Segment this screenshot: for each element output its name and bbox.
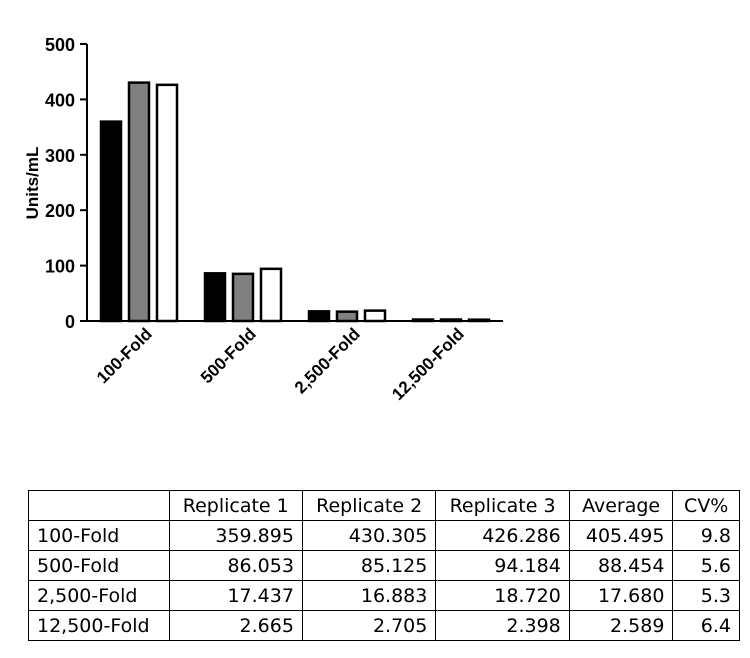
table-header-cell: Replicate 1 xyxy=(168,490,303,521)
table-cell: 5.3 xyxy=(672,580,740,611)
table-header-cell: Replicate 3 xyxy=(435,490,570,521)
y-tick-label: 100 xyxy=(45,257,75,277)
table-cell: 17.680 xyxy=(568,580,674,611)
table-row-label: 100-Fold xyxy=(28,520,170,551)
table-cell: 86.053 xyxy=(168,550,303,581)
x-tick-label: 500-Fold xyxy=(197,324,260,387)
table-header-cell: CV% xyxy=(672,490,740,521)
bar xyxy=(127,81,151,323)
y-tick-label: 300 xyxy=(45,146,75,166)
replicate-table: Replicate 1 Replicate 2 Replicate 3 Aver… xyxy=(28,490,740,641)
y-axis-label: Units/mL xyxy=(23,147,42,220)
table-cell: 94.184 xyxy=(435,550,570,581)
table-row-label: 12,500-Fold xyxy=(28,610,170,641)
x-axis-tick-labels: 100-Fold 500-Fold 2,500-Fold 12,500-Fold xyxy=(93,324,468,404)
table-cell: 17.437 xyxy=(168,580,303,611)
table-cell: 5.6 xyxy=(672,550,740,581)
table-cell: 2.589 xyxy=(568,610,674,641)
bar xyxy=(363,309,387,323)
bar xyxy=(335,310,359,323)
table-cell: 88.454 xyxy=(568,550,674,581)
table-row: 2,500-Fold 17.437 16.883 18.720 17.680 5… xyxy=(28,580,740,611)
bar xyxy=(155,83,179,323)
bar xyxy=(259,267,283,323)
y-tick-label: 400 xyxy=(45,90,75,110)
x-tick-label: 100-Fold xyxy=(93,324,156,387)
y-tick-label: 0 xyxy=(65,312,75,332)
table-cell: 9.8 xyxy=(672,520,740,551)
y-tick-label: 200 xyxy=(45,201,75,221)
y-tick-label: 500 xyxy=(45,35,75,55)
bar xyxy=(307,310,331,323)
table-row: 100-Fold 359.895 430.305 426.286 405.495… xyxy=(28,520,740,551)
table-cell: 16.883 xyxy=(301,580,437,611)
table-cell: 2.705 xyxy=(301,610,437,641)
table-header-cell xyxy=(28,490,170,521)
table-cell: 430.305 xyxy=(301,520,437,551)
table-row: 12,500-Fold 2.665 2.705 2.398 2.589 6.4 xyxy=(28,610,740,641)
bar-chart: Units/mL 0 100 200 300 400 500 100-Fold 500-Fo… xyxy=(23,35,503,404)
bar xyxy=(231,272,255,323)
table-cell: 2.665 xyxy=(168,610,303,641)
bars xyxy=(99,81,491,323)
x-tick-label: 2,500-Fold xyxy=(291,324,364,397)
table-cell: 405.495 xyxy=(568,520,674,551)
bar xyxy=(203,272,227,323)
table-header-cell: Average xyxy=(568,490,674,521)
table-row: 500-Fold 86.053 85.125 94.184 88.454 5.6 xyxy=(28,550,740,581)
table-cell: 6.4 xyxy=(672,610,740,641)
table-cell: 2.398 xyxy=(435,610,570,641)
table-cell: 359.895 xyxy=(168,520,303,551)
table-header-row: Replicate 1 Replicate 2 Replicate 3 Aver… xyxy=(28,490,740,521)
table-header-cell: Replicate 2 xyxy=(301,490,437,521)
table-row-label: 500-Fold xyxy=(28,550,170,581)
table-cell: 426.286 xyxy=(435,520,570,551)
table-cell: 85.125 xyxy=(301,550,437,581)
y-axis-ticks: 0 100 200 300 400 500 xyxy=(45,35,87,332)
x-tick-label: 12,500-Fold xyxy=(388,324,468,404)
bar xyxy=(99,120,123,323)
table-row-label: 2,500-Fold xyxy=(28,580,170,611)
table-cell: 18.720 xyxy=(435,580,570,611)
